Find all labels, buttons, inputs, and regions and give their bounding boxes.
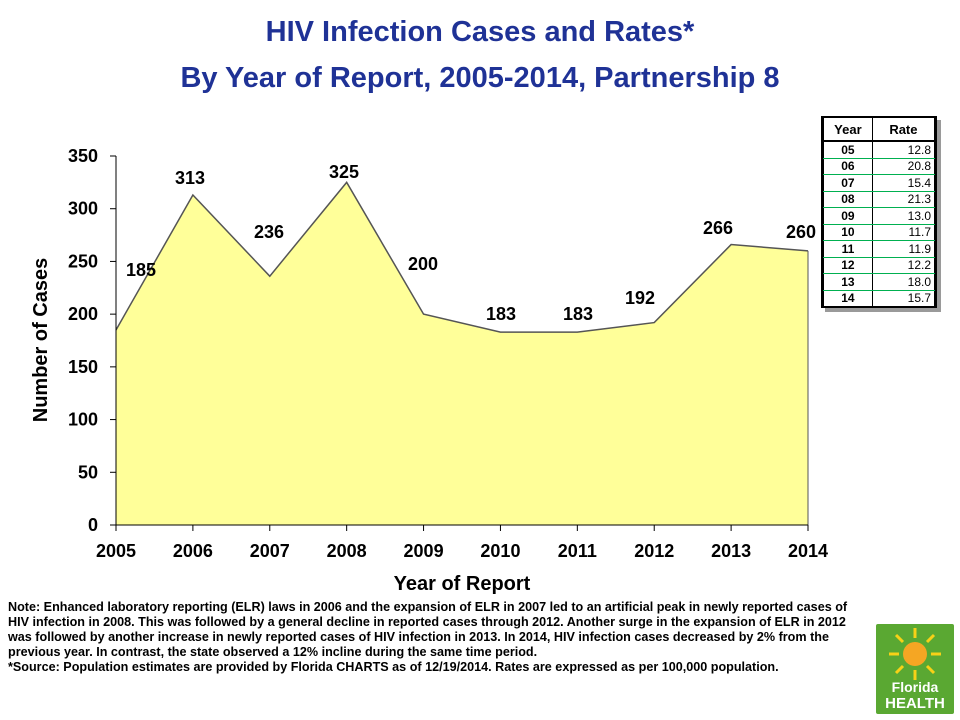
- data-label: 183: [486, 304, 516, 324]
- x-tick-label: 2005: [96, 541, 136, 561]
- y-tick-label: 50: [78, 462, 98, 482]
- y-tick-label: 150: [68, 357, 98, 377]
- rate-table-rate: 12.8: [871, 141, 936, 159]
- rate-table-row: 05 12.8: [823, 141, 936, 159]
- rate-table-row: 11 11.9: [823, 240, 936, 258]
- x-axis-title: Year of Report: [394, 573, 531, 595]
- x-tick-label: 2011: [558, 541, 597, 561]
- rate-table-row: 08 21.3: [823, 191, 936, 208]
- source-text: *Source: Population estimates are provid…: [8, 660, 779, 675]
- rate-table-row: 12 12.2: [823, 257, 936, 274]
- data-label: 266: [703, 218, 733, 238]
- data-label: 185: [126, 260, 156, 280]
- rate-table-row: 07 15.4: [823, 174, 936, 192]
- rate-table-row: 09 13.0: [823, 207, 936, 225]
- rate-table-year: 06: [823, 158, 873, 175]
- rate-table-year: 10: [823, 224, 873, 241]
- rate-table-year: 05: [823, 141, 873, 159]
- rate-table-rate: 20.8: [871, 158, 936, 175]
- y-tick-label: 200: [68, 304, 98, 324]
- rate-table-rate: 13.0: [871, 207, 936, 225]
- rate-table-year: 11: [823, 240, 873, 258]
- chart-title-line1: HIV Infection Cases and Rates*: [265, 16, 695, 48]
- x-tick-label: 2012: [634, 541, 674, 561]
- rate-table-row: 13 18.0: [823, 273, 936, 291]
- rate-table: Year Rate 05 12.8 06 20.8 07 15.4 08 21.3 09 13.0…: [821, 116, 937, 308]
- rate-table-year: 13: [823, 273, 873, 291]
- rate-table-year: 14: [823, 290, 873, 306]
- y-tick-label: 350: [68, 146, 98, 166]
- rate-table-row: 14 15.7: [823, 290, 936, 306]
- rate-table-rate: 21.3: [871, 191, 936, 208]
- logo-text-health: HEALTH: [885, 695, 945, 712]
- rate-table-rate: 15.4: [871, 174, 936, 192]
- x-tick-label: 2014: [788, 541, 828, 561]
- area-fill: [116, 182, 808, 525]
- y-tick-label: 250: [68, 251, 98, 271]
- data-label: 192: [625, 288, 655, 308]
- data-label: 313: [175, 168, 205, 188]
- footnote: Note: Enhanced laboratory reporting (ELR…: [8, 600, 868, 675]
- data-label: 325: [329, 162, 359, 182]
- y-tick-label: 0: [88, 515, 98, 535]
- x-tick-label: 2013: [711, 541, 751, 561]
- florida-health-logo: Florida HEALTH: [876, 624, 954, 714]
- x-tick-label: 2008: [327, 541, 367, 561]
- chart-title-line2: By Year of Report, 2005-2014, Partnershi…: [180, 62, 780, 94]
- rate-table-header-rate: Rate: [871, 118, 936, 142]
- data-label: 200: [408, 254, 438, 274]
- rate-table-rate: 15.7: [871, 290, 936, 306]
- y-tick-label: 100: [68, 410, 98, 430]
- rate-table-year: 07: [823, 174, 873, 192]
- x-tick-label: 2009: [404, 541, 444, 561]
- x-tick-label: 2007: [250, 541, 290, 561]
- rate-table-row: 10 11.7: [823, 224, 936, 241]
- rate-table-year: 09: [823, 207, 873, 225]
- y-tick-label: 300: [68, 199, 98, 219]
- rate-table-rate: 18.0: [871, 273, 936, 291]
- rate-table-header-year: Year: [823, 118, 873, 142]
- data-label: 183: [563, 304, 593, 324]
- rate-table-row: 06 20.8: [823, 158, 936, 175]
- data-label: 236: [254, 222, 284, 242]
- note-text: Note: Enhanced laboratory reporting (ELR…: [8, 600, 848, 660]
- logo-text-florida: Florida: [892, 679, 939, 695]
- rate-table-rate: 11.9: [871, 240, 936, 258]
- rate-table-rate: 12.2: [871, 257, 936, 274]
- y-axis-title: Number of Cases: [30, 258, 52, 423]
- rate-table-year: 12: [823, 257, 873, 274]
- data-label: 260: [786, 222, 816, 242]
- x-tick-label: 2010: [480, 541, 520, 561]
- x-tick-label: 2006: [173, 541, 213, 561]
- rate-table-year: 08: [823, 191, 873, 208]
- rate-table-rate: 11.7: [871, 224, 936, 241]
- area-chart: 0 50 100 150 200 250 300 350 2005 2006 2007 2008 200…: [30, 146, 828, 595]
- sun-icon: [889, 628, 941, 680]
- series-line: [115, 181, 809, 333]
